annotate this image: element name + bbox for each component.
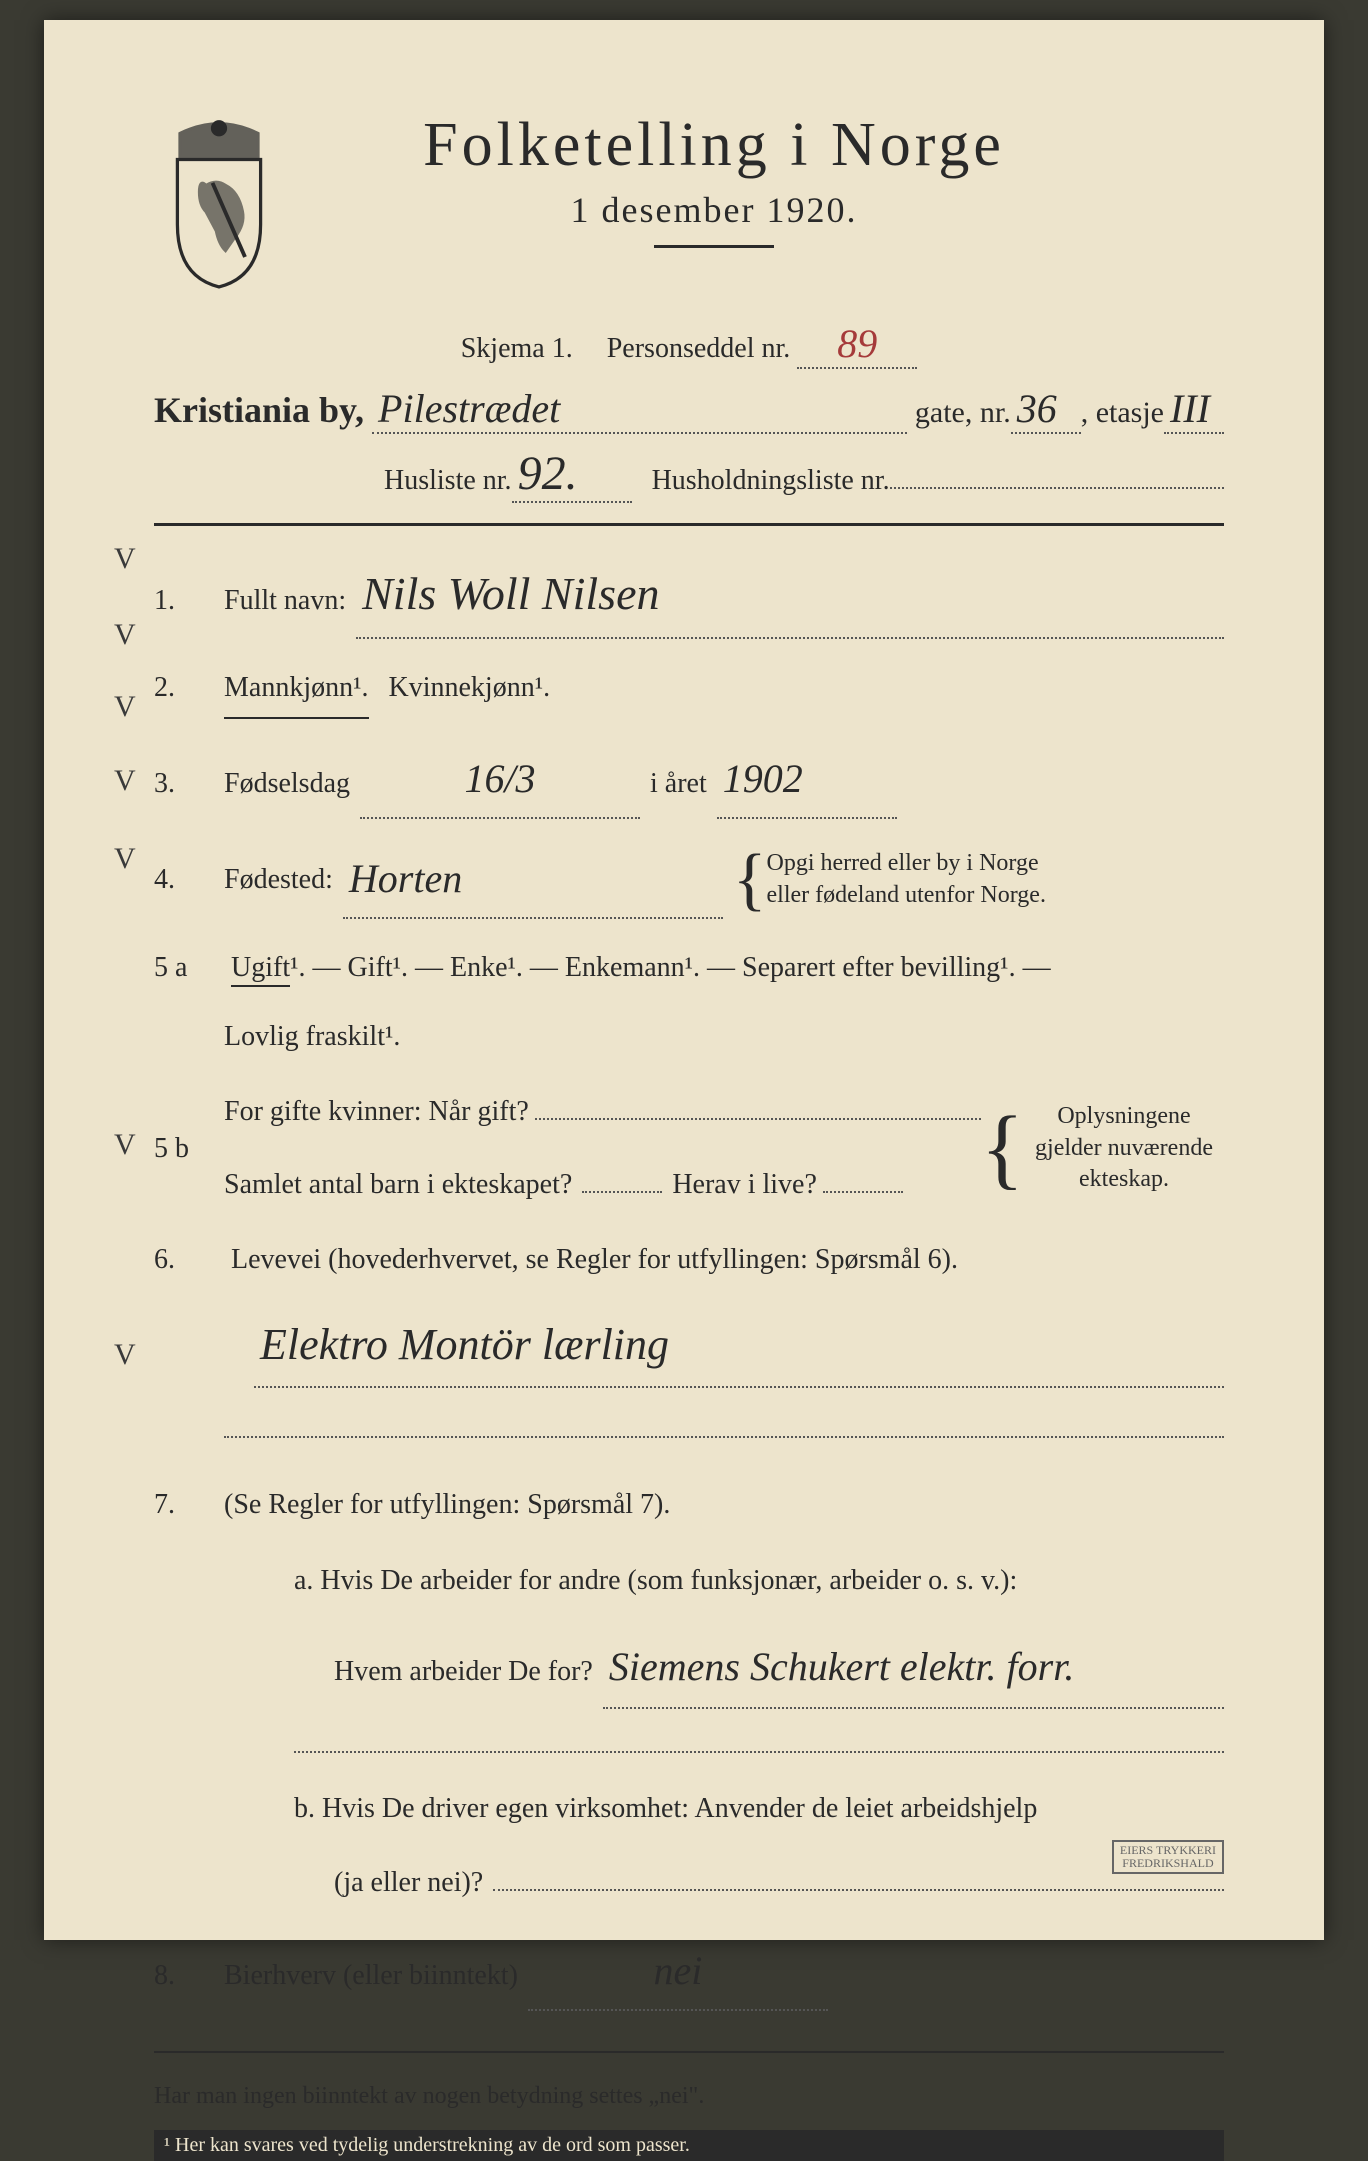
q2-female: Kvinnekjønn¹. bbox=[389, 661, 551, 714]
q5b-side3: ekteskap. bbox=[1079, 1166, 1169, 1192]
question-3: 3. Fødselsdag 16/3 i året 1902 bbox=[154, 741, 1224, 819]
q5b-sidenote: Oplysningene gjelder nuværende ekteskap. bbox=[1024, 1101, 1224, 1195]
check-mark-icon: V bbox=[114, 542, 136, 576]
etasje-label: , etasje bbox=[1081, 396, 1164, 430]
coat-of-arms-icon bbox=[154, 120, 284, 290]
q7-num: 7. bbox=[154, 1478, 224, 1531]
q5b-num: 5 b bbox=[154, 1122, 224, 1175]
check-mark-icon: V bbox=[114, 1338, 136, 1372]
q5a-rest: ¹. — Gift¹. — Enke¹. — Enkemann¹. — Sepa… bbox=[290, 952, 1050, 983]
skjema-label: Skjema 1. bbox=[461, 333, 573, 364]
footnote-bar: ¹ Her kan svares ved tydelig understrekn… bbox=[154, 2130, 1224, 2161]
q3-label: Fødselsdag bbox=[224, 757, 350, 810]
city-line: Kristiania by, Pilestrædet gate, nr. 36 … bbox=[154, 385, 1224, 434]
q7a-label: Hvem arbeider De for? bbox=[334, 1644, 593, 1700]
subtitle: 1 desember 1920. bbox=[324, 189, 1104, 231]
question-2: 2. Mannkjønn¹. Kvinnekjønn¹. bbox=[154, 661, 1224, 718]
personseddel-label: Personseddel nr. bbox=[607, 333, 791, 364]
husliste-line: Husliste nr. 92. Husholdningsliste nr. bbox=[384, 446, 1224, 503]
q6-label: Levevei (hovederhvervet, se Regler for u… bbox=[231, 1244, 958, 1275]
divider bbox=[154, 2051, 1224, 2053]
q5b-side1: Oplysningene bbox=[1057, 1103, 1190, 1129]
q5b-barn-field bbox=[582, 1191, 662, 1193]
gate-nr: 36 bbox=[1017, 386, 1057, 431]
q5a-num: 5 a bbox=[154, 941, 224, 994]
skjema-line: Skjema 1. Personseddel nr. 89 bbox=[154, 320, 1224, 369]
q5b-side2: gjelder nuværende bbox=[1035, 1135, 1213, 1161]
q8-num: 8. bbox=[154, 1949, 224, 2002]
q1-label: Fullt navn: bbox=[224, 574, 346, 627]
q2-num: 2. bbox=[154, 661, 224, 714]
personseddel-nr: 89 bbox=[837, 321, 877, 366]
brace-icon: { bbox=[981, 1126, 1024, 1171]
q8-value: nei bbox=[653, 1948, 702, 1993]
q5a-ugift: Ugift bbox=[231, 952, 290, 987]
q5b-l1: For gifte kvinner: Når gift? bbox=[224, 1085, 529, 1138]
q7a-line2: Hvem arbeider De for? Siemens Schukert e… bbox=[294, 1627, 1224, 1709]
q4-side1: Opgi herred eller by i Norge bbox=[767, 850, 1039, 876]
printer-stamp: EIERS TRYKKERI FREDRIKSHALD bbox=[1112, 1840, 1224, 1874]
check-mark-icon: V bbox=[114, 842, 136, 876]
title-block: Folketelling i Norge 1 desember 1920. bbox=[324, 110, 1104, 248]
census-form-page: Folketelling i Norge 1 desember 1920. Sk… bbox=[44, 20, 1324, 1940]
question-1: 1. Fullt navn: Nils Woll Nilsen bbox=[154, 550, 1224, 639]
q4-value: Horten bbox=[349, 856, 462, 901]
q7b-label: (ja eller nei)? bbox=[334, 1855, 483, 1911]
q4-num: 4. bbox=[154, 853, 224, 906]
q7a-blank-line bbox=[294, 1733, 1224, 1753]
divider bbox=[154, 523, 1224, 526]
check-mark-icon: V bbox=[114, 618, 136, 652]
question-5a: 5 a Ugift¹. — Gift¹. — Enke¹. — Enkemann… bbox=[154, 941, 1224, 1063]
q7a-value: Siemens Schukert elektr. forr. bbox=[609, 1644, 1074, 1689]
q3-day: 16/3 bbox=[464, 756, 535, 801]
q3-year: 1902 bbox=[723, 756, 803, 801]
q5b-live-field bbox=[823, 1191, 903, 1193]
street-name: Pilestrædet bbox=[378, 386, 560, 431]
q3-year-label: i året bbox=[650, 757, 707, 810]
q7b-line2: (ja eller nei)? bbox=[294, 1855, 1224, 1911]
footer-note: Har man ingen biinntekt av nogen betydni… bbox=[154, 2083, 1224, 2110]
check-mark-icon: V bbox=[114, 1128, 136, 1162]
city-label: Kristiania by, bbox=[154, 389, 364, 431]
q7-label: (Se Regler for utfyllingen: Spørsmål 7). bbox=[224, 1478, 670, 1531]
etasje-value: III bbox=[1170, 386, 1210, 431]
check-mark-icon: V bbox=[114, 764, 136, 798]
gate-label: gate, nr. bbox=[915, 396, 1011, 430]
husliste-label: Husliste nr. bbox=[384, 465, 512, 497]
q3-num: 3. bbox=[154, 757, 224, 810]
q7a-line1: a. Hvis De arbeider for andre (som funks… bbox=[294, 1553, 1224, 1609]
q2-male: Mannkjønn¹. bbox=[224, 661, 369, 718]
main-title: Folketelling i Norge bbox=[324, 110, 1104, 181]
q5b-gift-field bbox=[535, 1118, 981, 1120]
q6-num: 6. bbox=[154, 1233, 224, 1286]
stamp-line1: EIERS TRYKKERI bbox=[1120, 1843, 1216, 1857]
brace-icon: { bbox=[733, 862, 767, 897]
q5b-l2b: Herav i live? bbox=[672, 1158, 817, 1211]
q7b-field bbox=[493, 1889, 1224, 1891]
q5a-line2: Lovlig fraskilt¹. bbox=[224, 1010, 1224, 1063]
q8-label: Bierhverv (eller biinntekt) bbox=[224, 1949, 518, 2002]
header: Folketelling i Norge 1 desember 1920. bbox=[154, 110, 1224, 290]
q6-blank-line bbox=[224, 1418, 1224, 1438]
question-5b: 5 b For gifte kvinner: Når gift? Samlet … bbox=[154, 1085, 1224, 1211]
husliste-nr: 92. bbox=[518, 447, 578, 500]
husholdning-label: Husholdningsliste nr. bbox=[652, 465, 890, 497]
q6-value: Elektro Montör lærling bbox=[260, 1320, 669, 1369]
question-4: 4. Fødested: Horten { Opgi herred eller … bbox=[154, 841, 1224, 919]
q7b-line1: b. Hvis De driver egen virksomhet: Anven… bbox=[294, 1781, 1224, 1837]
question-6: 6. Levevei (hovederhvervet, se Regler fo… bbox=[154, 1233, 1224, 1438]
q1-value: Nils Woll Nilsen bbox=[362, 568, 659, 619]
stamp-line2: FREDRIKSHALD bbox=[1122, 1856, 1213, 1870]
question-8: 8. Bierhverv (eller biinntekt) nei bbox=[154, 1933, 1224, 2011]
question-7: 7. (Se Regler for utfyllingen: Spørsmål … bbox=[154, 1478, 1224, 1531]
q4-label: Fødested: bbox=[224, 853, 333, 906]
q1-num: 1. bbox=[154, 574, 224, 627]
check-mark-icon: V bbox=[114, 690, 136, 724]
q4-sidenote: Opgi herred eller by i Norge eller fødel… bbox=[767, 848, 1046, 910]
q4-side2: eller fødeland utenfor Norge. bbox=[767, 882, 1046, 908]
q5b-l2a: Samlet antal barn i ekteskapet? bbox=[224, 1158, 572, 1211]
title-rule bbox=[654, 245, 774, 248]
